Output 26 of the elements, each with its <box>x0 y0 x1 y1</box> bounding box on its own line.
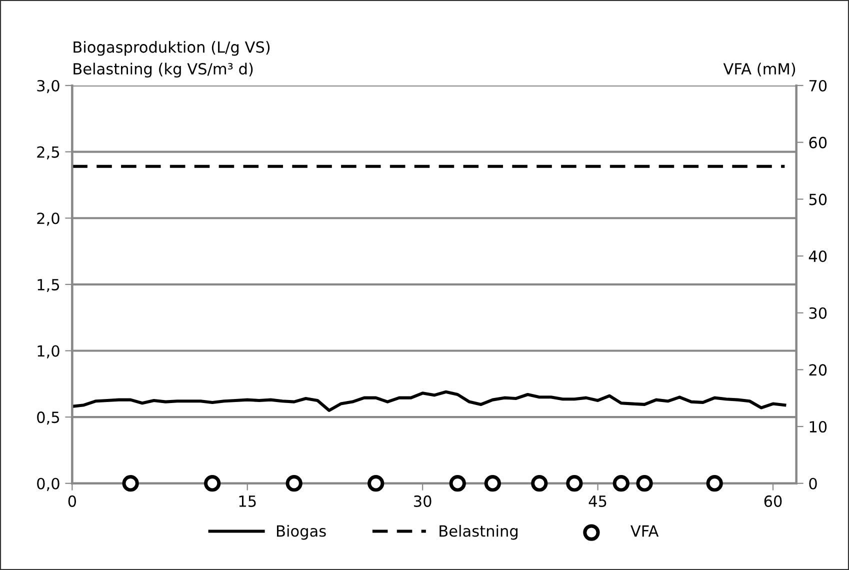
y2-tick-label: 30 <box>809 307 827 319</box>
y2-tick-label: 70 <box>809 80 827 92</box>
y-tick-label: 2,0 <box>37 212 60 226</box>
y-axis-title: Biogasproduktion (L/g VS) Belastning (kg VS/m³ d) <box>74 41 270 78</box>
y-tick-label: 2,5 <box>37 146 60 160</box>
y-tick-label: 3,0 <box>37 80 60 94</box>
legend-label: Belastning <box>440 524 518 540</box>
y2-tick-label: 10 <box>810 420 827 433</box>
y2-tick-label: 60 <box>809 136 827 148</box>
line-series <box>72 390 786 412</box>
x-tick-label: 0 <box>68 495 76 507</box>
legend-label: VFA <box>630 525 659 537</box>
y2-tick-label: 0 <box>809 478 817 490</box>
y-tick-label: 0,0 <box>37 478 60 491</box>
y2-tick-label: 50 <box>809 194 827 206</box>
y2-axis-title: VFA (mM) <box>723 62 796 76</box>
x-tick-label: 45 <box>588 496 606 507</box>
y-tick-label: 0,5 <box>37 412 60 425</box>
x-tick-label: 60 <box>764 495 782 507</box>
legend-label: Biogas <box>277 524 326 540</box>
y2-tick-label: 20 <box>809 364 827 376</box>
x-tick-label: 15 <box>239 496 256 507</box>
y2-tick-label: 40 <box>808 250 827 262</box>
x-tick-label: 30 <box>414 495 432 507</box>
y-tick-label: 1,5 <box>38 279 60 292</box>
y-tick-label: 1,0 <box>38 345 60 358</box>
